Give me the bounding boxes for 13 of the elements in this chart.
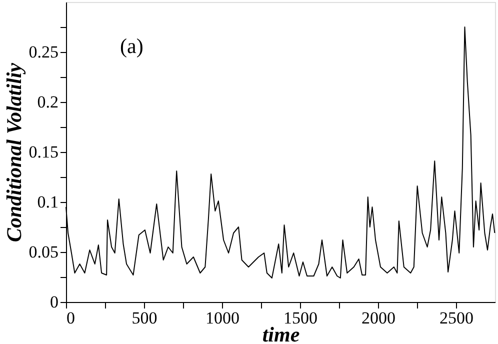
y-tick-label: 0.1 [37, 192, 58, 212]
y-tick-label: 0.2 [37, 92, 58, 112]
y-tick-label: 0.15 [28, 142, 58, 162]
x-tick-label: 2000 [362, 308, 396, 328]
x-tick-label: 0 [66, 308, 75, 328]
y-tick-label: 0.05 [28, 242, 58, 262]
annotation: (a) [120, 34, 144, 58]
y-tick-label: 0.25 [28, 42, 58, 62]
y-axis-title: Conditional Volatiliy [2, 62, 26, 242]
x-tick-label: 2500 [440, 308, 474, 328]
y-tick-label: 0 [50, 292, 58, 312]
x-tick-label: 1000 [206, 308, 240, 328]
x-tick-label: 500 [132, 308, 158, 328]
